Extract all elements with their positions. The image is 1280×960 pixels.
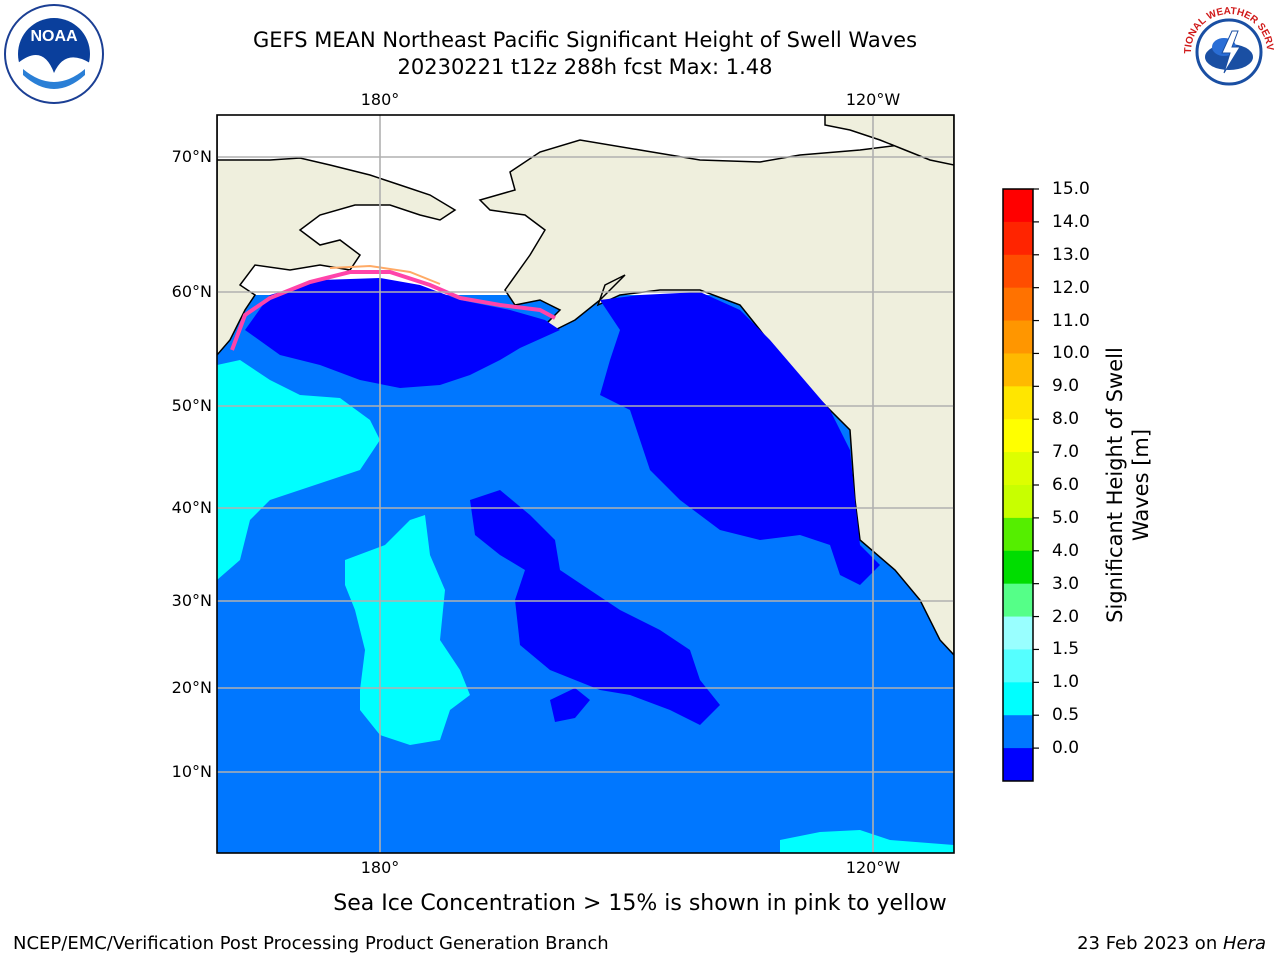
nws-logo: NATIONAL WEATHER SERVICE bbox=[1180, 3, 1276, 99]
map-frame bbox=[216, 114, 955, 854]
colorbar-tick-label: 14.0 bbox=[1052, 211, 1090, 232]
lat-label-70n: 70°N bbox=[171, 147, 212, 166]
lon-label-top-120w: 120°W bbox=[845, 90, 901, 109]
colorbar-tick-label: 0.0 bbox=[1052, 738, 1080, 759]
sea-band-1-1.5-equator bbox=[780, 830, 954, 853]
colorbar-tick-label: 10.0 bbox=[1052, 343, 1090, 364]
colorbar bbox=[1002, 188, 1039, 782]
sea-band-1-1.5-west bbox=[217, 360, 380, 580]
lat-label-40n: 40°N bbox=[171, 498, 212, 517]
lat-label-30n: 30°N bbox=[171, 591, 212, 610]
sea-ice-edge bbox=[230, 270, 556, 351]
colorbar-segment bbox=[1003, 583, 1033, 618]
colorbar-tick-label: 8.0 bbox=[1052, 409, 1080, 430]
colorbar-segment bbox=[1003, 189, 1033, 223]
colorbar-tick-label: 0.5 bbox=[1052, 705, 1080, 726]
lat-label-20n: 20°N bbox=[171, 678, 212, 697]
sea-ice-edge-outer bbox=[329, 264, 441, 285]
colorbar-tick-label: 12.0 bbox=[1052, 277, 1090, 298]
sea-band-0-0.5-hawaii bbox=[550, 688, 590, 722]
colorbar-segment bbox=[1003, 616, 1033, 650]
colorbar-segment bbox=[1003, 452, 1033, 486]
lon-label-top-180: 180° bbox=[360, 90, 400, 109]
lon-label-bottom-120w: 120°W bbox=[845, 858, 901, 877]
run-host: Hera bbox=[1222, 933, 1266, 954]
colorbar-segment bbox=[1003, 517, 1033, 552]
sea-band-0-0.5-north bbox=[245, 278, 560, 388]
colorbar-tick-label: 7.0 bbox=[1052, 442, 1080, 463]
lat-label-10n: 10°N bbox=[171, 762, 212, 781]
colorbar-tick-label: 9.0 bbox=[1052, 376, 1080, 397]
colorbar-segment bbox=[1003, 419, 1033, 453]
noaa-logo-text: NOAA bbox=[30, 28, 78, 45]
colorbar-segment bbox=[1003, 649, 1033, 683]
colorbar-tick-label: 1.5 bbox=[1052, 639, 1080, 660]
colorbar-tick-label: 3.0 bbox=[1052, 573, 1080, 594]
colorbar-tick-label: 11.0 bbox=[1052, 310, 1090, 331]
colorbar-segment bbox=[1003, 386, 1033, 420]
colorbar-tick-label: 15.0 bbox=[1052, 179, 1090, 199]
lat-label-50n: 50°N bbox=[171, 396, 212, 415]
colorbar-segment bbox=[1003, 287, 1033, 322]
chart-title: GEFS MEAN Northeast Pacific Significant … bbox=[252, 28, 918, 52]
colorbar-segment bbox=[1003, 715, 1033, 749]
colorbar-segment bbox=[1003, 320, 1033, 354]
land-chukotka bbox=[217, 115, 457, 357]
colorbar-tick-label: 6.0 bbox=[1052, 475, 1080, 495]
sea-band-0-0.5-gulf bbox=[600, 292, 880, 585]
colorbar-segment bbox=[1003, 748, 1033, 782]
colorbar-tick-label: 4.0 bbox=[1052, 540, 1080, 561]
colorbar-segment bbox=[1003, 682, 1033, 716]
colorbar-title: Significant Height of Swell Waves [m] bbox=[1103, 347, 1153, 623]
colorbar-segment bbox=[1003, 485, 1033, 519]
producer-credit: NCEP/EMC/Verification Post Processing Pr… bbox=[13, 933, 609, 954]
colorbar-segment bbox=[1003, 254, 1033, 289]
sea-ice-footnote: Sea Ice Concentration > 15% is shown in … bbox=[333, 891, 947, 916]
colorbar-segment bbox=[1003, 550, 1033, 585]
colorbar-tick-label: 2.0 bbox=[1052, 606, 1080, 627]
chart-subtitle: 20230221 t12z 288h fcst Max: 1.48 bbox=[397, 55, 773, 79]
run-date: 23 Feb 2023 on Hera bbox=[1077, 933, 1266, 954]
sea-band-0-0.5-central bbox=[470, 490, 720, 725]
land-arctic-islands bbox=[824, 115, 954, 166]
colorbar-tick-label: 1.0 bbox=[1052, 672, 1080, 693]
colorbar-segment bbox=[1003, 353, 1033, 387]
colorbar-tick-label: 5.0 bbox=[1052, 507, 1080, 528]
lon-label-bottom-180: 180° bbox=[360, 858, 400, 877]
lat-label-60n: 60°N bbox=[171, 282, 212, 301]
colorbar-segment bbox=[1003, 221, 1033, 256]
colorbar-tick-label: 13.0 bbox=[1052, 244, 1090, 265]
run-date-text: 23 Feb 2023 on bbox=[1077, 933, 1223, 954]
noaa-logo: NOAA bbox=[4, 4, 104, 104]
map-gridlines bbox=[217, 115, 954, 853]
